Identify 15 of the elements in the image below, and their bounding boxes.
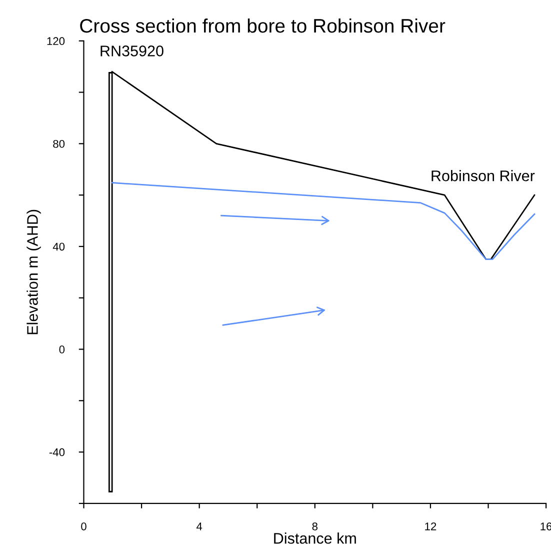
- y-tick-label: 120: [47, 37, 65, 46]
- y-tick-label: 80: [53, 140, 65, 148]
- chart-title: Cross section from bore to Robinson River: [80, 18, 446, 33]
- y-tick-label: -40: [49, 448, 65, 456]
- x-tick-label: 0: [81, 522, 86, 530]
- y-tick-label: 40: [52, 242, 65, 251]
- y-axis-title: Elevation m (AHD): [26, 210, 41, 334]
- x-tick-label: 12: [425, 522, 436, 530]
- y-tick-label: 0: [59, 346, 65, 354]
- x-axis-title: Distance km: [274, 532, 356, 544]
- x-tick-label: 4: [196, 522, 202, 530]
- annotation: Robinson River: [432, 170, 535, 182]
- x-tick-label: 8: [312, 522, 318, 530]
- line-series: [111, 182, 536, 260]
- annotation: RN35920: [100, 46, 164, 56]
